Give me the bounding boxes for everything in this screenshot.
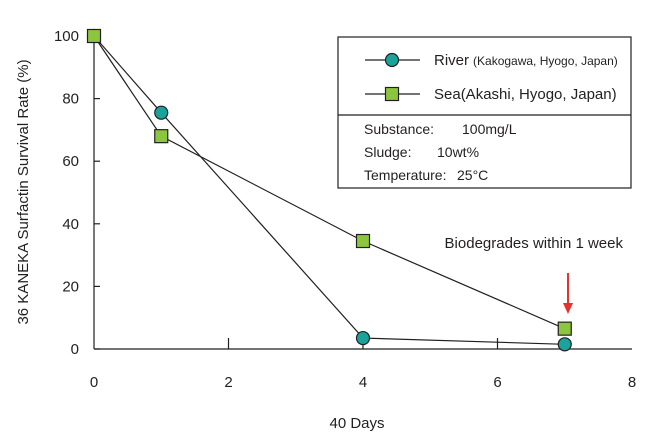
river-data-point <box>557 337 572 352</box>
condition-value: 100mg/L <box>462 121 517 137</box>
legend-label: River (Kakogawa, Hyogo, Japan) <box>434 52 618 69</box>
y-axis-ticks: 0 20 40 60 80 100 <box>54 28 100 358</box>
condition-label: Sludge: <box>364 144 411 160</box>
condition-value: 25°C <box>457 167 488 183</box>
y-tick-label: 0 <box>71 341 79 358</box>
river-data-point <box>355 330 371 346</box>
y-tick-label: 100 <box>54 28 79 45</box>
annotation-text: Biodegrades within 1 week <box>445 235 624 252</box>
legend: River (Kakogawa, Hyogo, Japan) Sea(Akashi,… <box>337 36 632 189</box>
x-tick-label: 6 <box>493 374 501 391</box>
y-tick-label: 60 <box>62 153 79 170</box>
legend-marker-circle-icon <box>384 52 400 68</box>
y-axis-label: 36 KANEKA Surfactin Survival Rate (%) <box>15 59 32 324</box>
x-tick-label: 0 <box>90 374 98 391</box>
y-tick-label: 40 <box>62 216 79 233</box>
condition-value: 10wt% <box>437 144 479 160</box>
condition-label: Substance: <box>364 121 434 137</box>
condition-label: Temperature: <box>364 167 446 183</box>
x-axis-ticks: 0 2 4 6 8 <box>90 338 636 391</box>
annotation-arrowhead-icon <box>563 303 573 314</box>
legend-marker-square-icon <box>384 86 400 102</box>
sea-data-point <box>557 321 572 336</box>
sea-data-point <box>154 129 169 144</box>
annotation: Biodegrades within 1 week <box>445 235 624 314</box>
series-layer <box>86 28 572 352</box>
river-data-point <box>154 105 169 120</box>
sea-data-point <box>355 233 371 249</box>
series-line-river <box>93 35 565 345</box>
x-axis-label: 40 Days <box>329 415 384 432</box>
conditions-panel: Substance: 100mg/L Sludge: 10wt% Temperature… <box>364 121 517 183</box>
legend-items: River (Kakogawa, Hyogo, Japan) Sea(Akashi,… <box>365 52 618 103</box>
x-tick-label: 4 <box>359 374 367 391</box>
legend-label: Sea(Akashi, Hyogo, Japan) <box>434 86 617 103</box>
y-tick-label: 80 <box>62 91 79 108</box>
x-tick-label: 2 <box>224 374 232 391</box>
sea-data-point <box>86 28 102 44</box>
y-tick-label: 20 <box>62 278 79 295</box>
series-line-sea <box>93 35 565 330</box>
x-tick-label: 8 <box>628 374 636 391</box>
